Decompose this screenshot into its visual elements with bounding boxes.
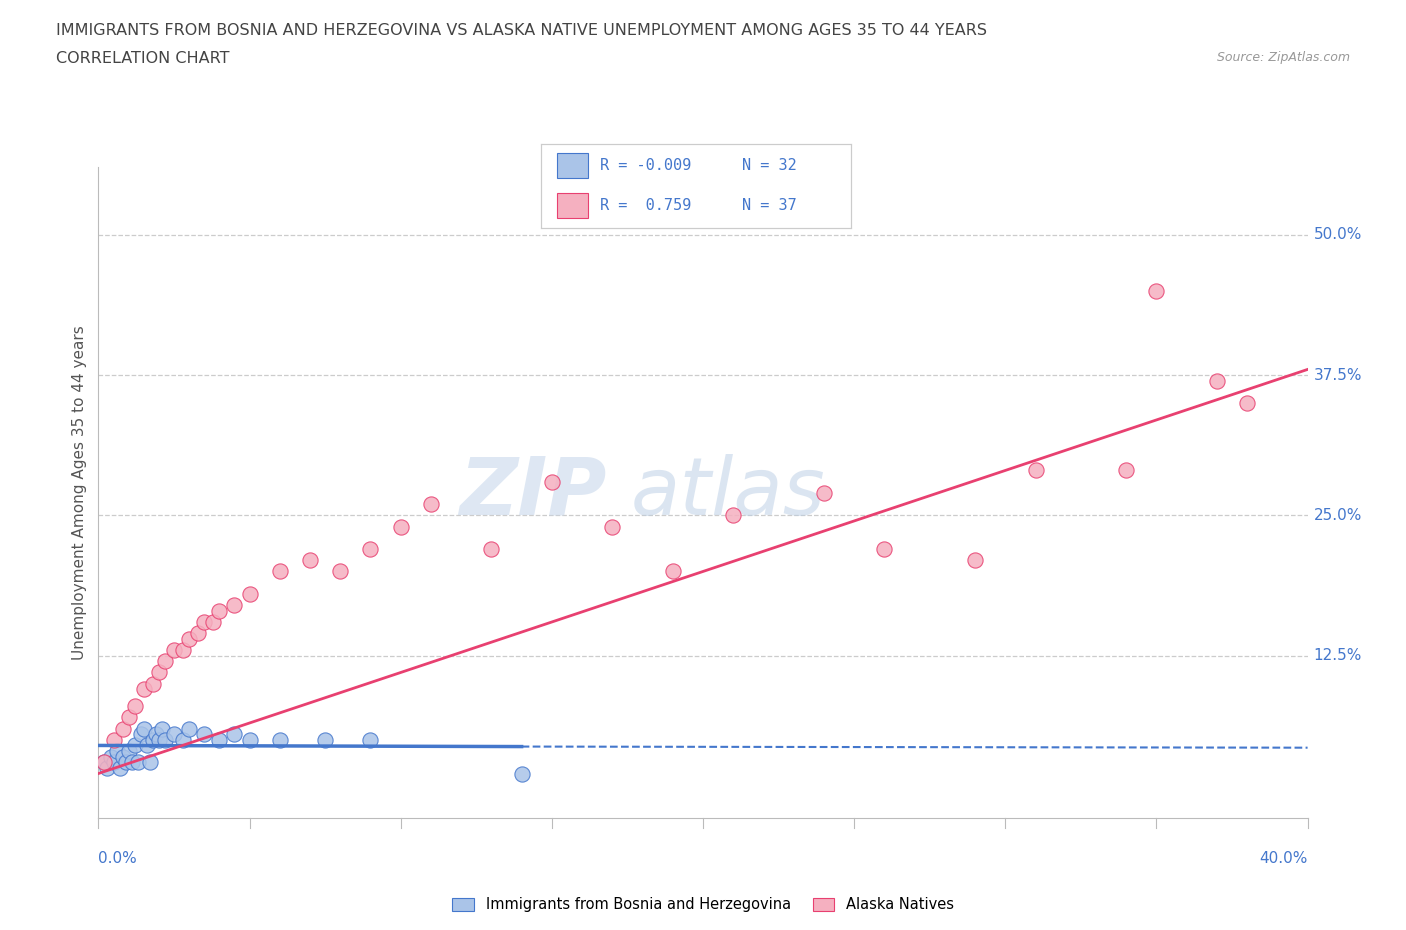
Bar bbox=[557, 193, 588, 218]
Text: R = -0.009: R = -0.009 bbox=[600, 157, 692, 173]
Point bbox=[202, 615, 225, 630]
Point bbox=[103, 755, 125, 770]
Text: Source: ZipAtlas.com: Source: ZipAtlas.com bbox=[1216, 51, 1350, 64]
Point bbox=[153, 654, 176, 669]
Point bbox=[177, 631, 201, 646]
Point bbox=[145, 726, 167, 741]
Point bbox=[135, 738, 157, 753]
Point bbox=[103, 733, 125, 748]
Point bbox=[105, 744, 128, 759]
Point bbox=[148, 665, 170, 680]
Point bbox=[269, 733, 291, 748]
Point bbox=[360, 733, 382, 748]
Text: 37.5%: 37.5% bbox=[1313, 367, 1362, 382]
Point bbox=[965, 552, 987, 567]
Point bbox=[163, 726, 186, 741]
Point bbox=[314, 733, 336, 748]
Text: 50.0%: 50.0% bbox=[1313, 227, 1362, 242]
Text: N = 37: N = 37 bbox=[742, 198, 797, 213]
Text: CORRELATION CHART: CORRELATION CHART bbox=[56, 51, 229, 66]
Text: N = 32: N = 32 bbox=[742, 157, 797, 173]
Point bbox=[661, 564, 683, 578]
Point bbox=[1236, 395, 1258, 410]
Point bbox=[93, 755, 115, 770]
Point bbox=[118, 710, 141, 724]
Point bbox=[142, 733, 165, 748]
Point bbox=[163, 643, 186, 658]
Point bbox=[813, 485, 835, 500]
Point bbox=[139, 755, 162, 770]
Point bbox=[129, 726, 152, 741]
Text: 0.0%: 0.0% bbox=[98, 851, 138, 866]
Point bbox=[124, 698, 146, 713]
Point bbox=[108, 761, 131, 776]
Legend: Immigrants from Bosnia and Herzegovina, Alaska Natives: Immigrants from Bosnia and Herzegovina, … bbox=[446, 891, 960, 918]
Point bbox=[239, 587, 262, 602]
Point bbox=[481, 541, 503, 556]
Text: 12.5%: 12.5% bbox=[1313, 648, 1362, 663]
Text: R =  0.759: R = 0.759 bbox=[600, 198, 692, 213]
Point bbox=[239, 733, 262, 748]
Point bbox=[540, 474, 562, 489]
Point bbox=[193, 726, 215, 741]
Point bbox=[510, 766, 533, 781]
Point bbox=[1024, 463, 1046, 478]
Point bbox=[208, 604, 231, 618]
Point bbox=[419, 497, 441, 512]
Point bbox=[111, 721, 134, 736]
Point bbox=[177, 721, 201, 736]
Point bbox=[153, 733, 176, 748]
Point bbox=[299, 552, 322, 567]
Point bbox=[208, 733, 231, 748]
Point bbox=[150, 721, 173, 736]
Point bbox=[187, 626, 209, 641]
Point bbox=[172, 733, 194, 748]
Text: IMMIGRANTS FROM BOSNIA AND HERZEGOVINA VS ALASKA NATIVE UNEMPLOYMENT AMONG AGES : IMMIGRANTS FROM BOSNIA AND HERZEGOVINA V… bbox=[56, 23, 987, 38]
Point bbox=[1115, 463, 1137, 478]
Point bbox=[100, 750, 122, 764]
Text: 25.0%: 25.0% bbox=[1313, 508, 1362, 523]
Text: ZIP: ZIP bbox=[458, 454, 606, 532]
Point bbox=[132, 682, 155, 697]
Point bbox=[873, 541, 896, 556]
Point bbox=[93, 755, 115, 770]
Point bbox=[127, 755, 149, 770]
Point bbox=[1206, 373, 1229, 388]
Point bbox=[360, 541, 382, 556]
Point bbox=[1144, 284, 1167, 299]
Point bbox=[329, 564, 352, 578]
Point bbox=[172, 643, 194, 658]
Point bbox=[224, 726, 246, 741]
Point bbox=[124, 738, 146, 753]
Point bbox=[111, 750, 134, 764]
Text: 40.0%: 40.0% bbox=[1260, 851, 1308, 866]
Point bbox=[389, 519, 412, 534]
Point bbox=[602, 519, 624, 534]
Point bbox=[193, 615, 215, 630]
Bar bbox=[557, 153, 588, 178]
Point bbox=[132, 721, 155, 736]
Y-axis label: Unemployment Among Ages 35 to 44 years: Unemployment Among Ages 35 to 44 years bbox=[72, 326, 87, 660]
Point bbox=[269, 564, 291, 578]
Point bbox=[96, 761, 118, 776]
Text: atlas: atlas bbox=[630, 454, 825, 532]
Point bbox=[721, 508, 744, 523]
Point bbox=[121, 755, 143, 770]
Point bbox=[114, 755, 136, 770]
Point bbox=[118, 744, 141, 759]
Point bbox=[224, 598, 246, 613]
Point bbox=[148, 733, 170, 748]
Point bbox=[142, 676, 165, 691]
